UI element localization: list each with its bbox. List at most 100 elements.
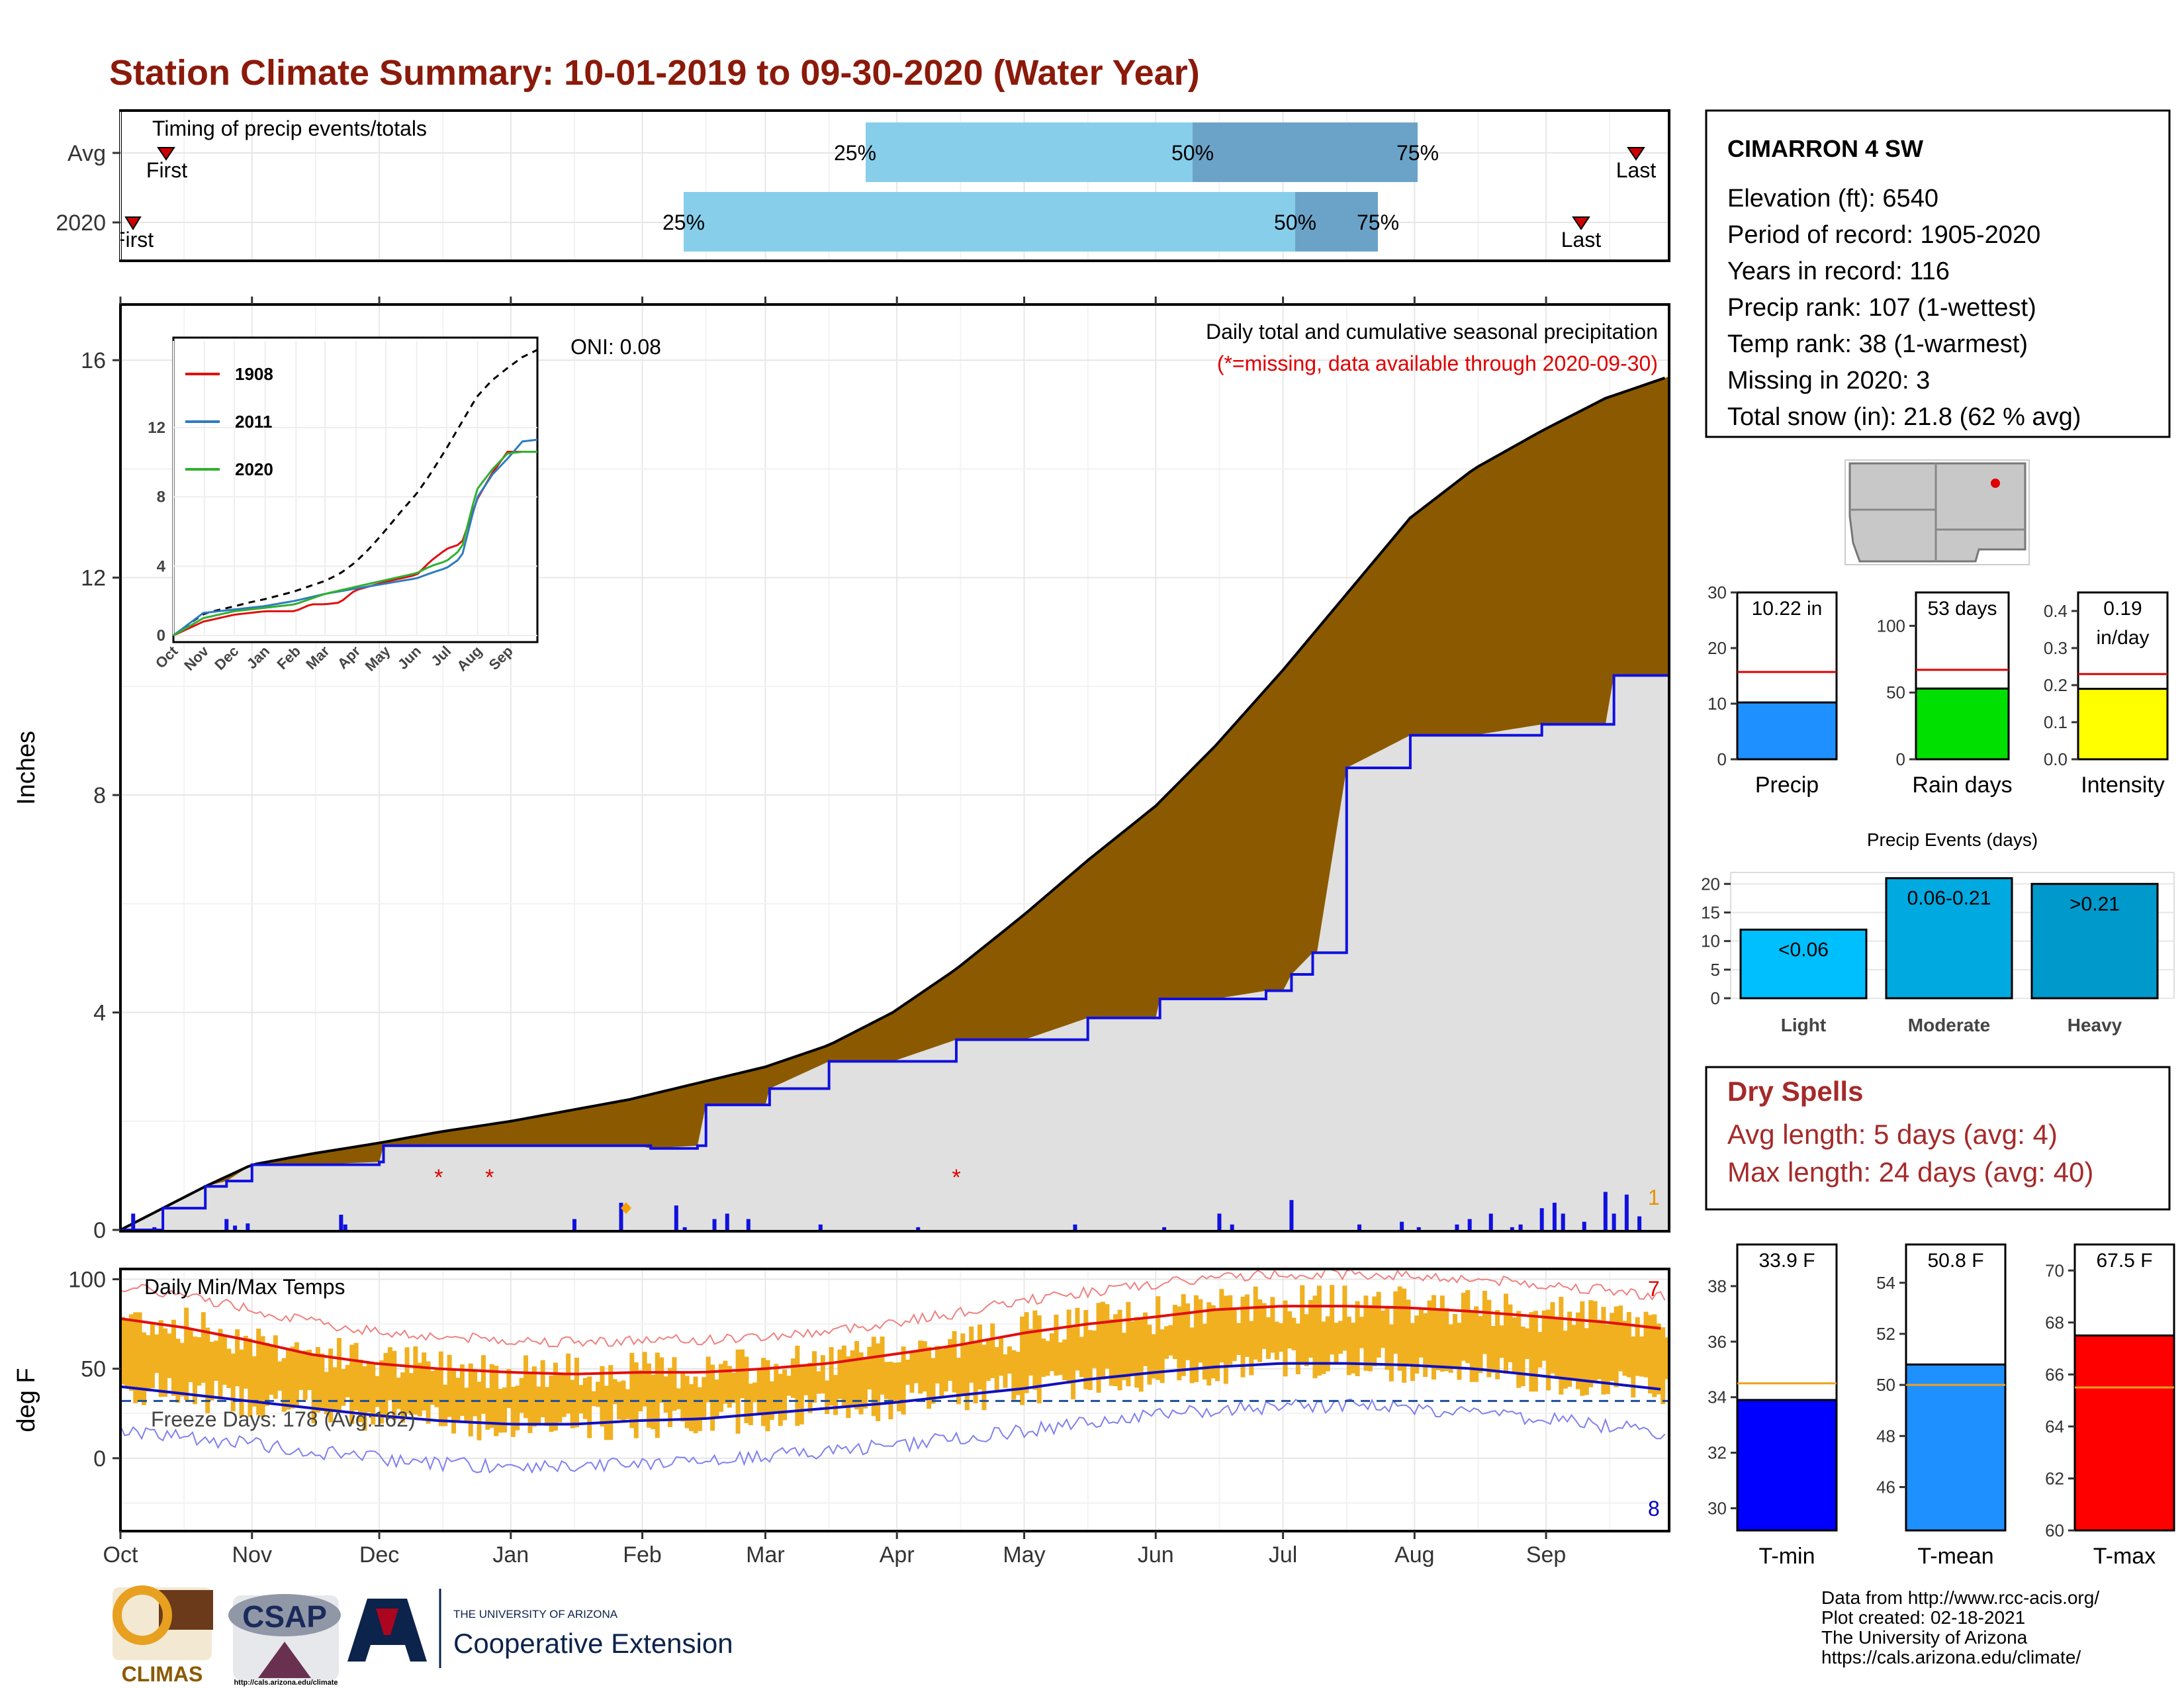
daily-precip-bar <box>572 1219 576 1230</box>
y2020-fill-area <box>120 675 1669 1230</box>
daily-temp-bar <box>557 1374 563 1423</box>
daily-temp-bar <box>1228 1295 1233 1365</box>
main-title: Daily total and cumulative seasonal prec… <box>1206 320 1658 344</box>
daily-precip-bar <box>1455 1224 1459 1230</box>
mini-ytick-label: 20 <box>1707 638 1727 658</box>
record-low-line <box>120 1398 1666 1474</box>
daily-precip-bar <box>1488 1213 1493 1230</box>
y2020-first-label: First <box>113 228 154 252</box>
daily-temp-bar <box>604 1385 609 1440</box>
daily-temp-bar <box>1618 1305 1623 1372</box>
daily-temp-bar <box>1580 1301 1585 1396</box>
daily-temp-bar <box>710 1364 715 1431</box>
daily-temp-bar <box>960 1333 966 1395</box>
daily-temp-bar <box>978 1325 983 1390</box>
daily-temp-bar <box>519 1378 524 1413</box>
inset-legend-label: 1908 <box>235 364 273 384</box>
daily-temp-bar <box>540 1360 545 1418</box>
daily-temp-bar <box>1601 1307 1606 1395</box>
daily-precip-bar <box>818 1224 823 1230</box>
month-tick-label: Dec <box>359 1542 399 1568</box>
daily-temp-bar <box>473 1371 478 1417</box>
daily-temp-bar <box>1533 1311 1538 1392</box>
daily-temp-bar <box>1283 1300 1288 1377</box>
daily-temp-bar <box>1453 1314 1458 1367</box>
daily-temp-bar <box>286 1349 291 1410</box>
station-line-6: Missing in 2020: 3 <box>1727 367 1930 395</box>
daily-temp-bar <box>1563 1331 1568 1389</box>
daily-precip-bar <box>1230 1224 1234 1230</box>
daily-temp-bar <box>315 1346 320 1413</box>
daily-temp-bar <box>485 1387 490 1430</box>
main-ytick-label: 16 <box>81 348 106 373</box>
daily-temp-bar <box>748 1383 753 1425</box>
daily-precip-bar <box>1518 1224 1523 1230</box>
daily-temp-bar <box>1597 1319 1602 1380</box>
station-line-1: Elevation (ft): 6540 <box>1727 185 1938 212</box>
daily-temp-bar <box>179 1342 185 1397</box>
mini-chart-precip-events: Precip Events (days) 0 5 10 15 20 <0.06 Light 0.… <box>1701 829 2175 1035</box>
mini-ytick-label: 64 <box>2045 1417 2064 1436</box>
daily-precip-bar <box>343 1224 347 1230</box>
events-ytick-label: 0 <box>1711 988 1720 1008</box>
daily-temp-bar <box>994 1346 999 1391</box>
daily-temp-bar <box>969 1326 974 1383</box>
daily-temp-bar <box>638 1370 643 1412</box>
daily-temp-bar <box>260 1336 265 1417</box>
missing-marker: * <box>434 1165 443 1190</box>
daily-temp-bar <box>1032 1310 1038 1390</box>
daily-precip-bar <box>674 1205 678 1230</box>
daily-temp-bar <box>163 1328 168 1397</box>
daily-temp-bar <box>1423 1313 1428 1378</box>
daily-temp-bar <box>888 1362 893 1420</box>
daily-temp-bar <box>1610 1313 1615 1381</box>
mini-chart-title: T-mean <box>1917 1544 1993 1569</box>
daily-temp-bar <box>226 1348 232 1388</box>
daily-temp-bar <box>1062 1339 1068 1380</box>
daily-temp-bar <box>561 1374 567 1417</box>
y2020-q50-label: 50% <box>1274 211 1316 234</box>
month-tick-label: Aug <box>1394 1542 1435 1568</box>
daily-temp-bar <box>1156 1296 1161 1380</box>
daily-temp-bar <box>1223 1295 1228 1384</box>
daily-temp-bar <box>799 1367 804 1425</box>
snow-marker <box>621 1202 631 1214</box>
station-line-4: Precip rank: 107 (1-wettest) <box>1727 294 2036 322</box>
daily-precip-bar <box>725 1213 729 1230</box>
daily-temp-bar <box>545 1387 550 1427</box>
inset-ytick-label: 4 <box>157 557 166 575</box>
daily-temp-bar <box>417 1362 422 1417</box>
daily-temp-bar <box>1202 1323 1207 1380</box>
mini-ytick-label: 34 <box>1707 1387 1727 1407</box>
daily-temp-bar <box>909 1350 915 1393</box>
daily-temp-bar <box>1274 1321 1279 1360</box>
events-bar-label: <0.06 <box>1778 939 1829 961</box>
daily-temp-bar <box>1151 1334 1156 1379</box>
freeze-days-label: Freeze Days: 178 (Avg:162) <box>151 1407 416 1431</box>
daily-temp-bar <box>167 1333 172 1378</box>
daily-precip-bar <box>916 1227 921 1230</box>
daily-temp-bar <box>1244 1294 1250 1357</box>
daily-temp-bar <box>1363 1295 1369 1371</box>
daily-temp-bar <box>214 1340 219 1381</box>
daily-temp-bar <box>922 1341 927 1391</box>
daily-temp-bar <box>774 1364 779 1413</box>
daily-temp-bar <box>782 1369 788 1421</box>
daily-temp-bar <box>1138 1317 1144 1392</box>
daily-temp-bar <box>786 1376 792 1396</box>
daily-temp-bar <box>251 1356 257 1407</box>
daily-temp-bar <box>502 1387 507 1433</box>
daily-temp-bar <box>1457 1323 1462 1380</box>
temp-panel: 0 50 100 deg F Daily Min/Max Temps Freeze … <box>13 1268 1670 1568</box>
ua-logo: THE UNIVERSITY OF ARIZONA Cooperative Ex… <box>347 1589 733 1668</box>
avg-q75-label: 75% <box>1396 141 1439 165</box>
temp-ytick-label: 0 <box>93 1446 106 1472</box>
mini-ytick-label: 0.4 <box>2044 601 2068 621</box>
daily-temp-bar <box>230 1353 236 1412</box>
daily-temp-bar <box>790 1358 796 1398</box>
mini-ytick-label: 0 <box>1896 749 1905 769</box>
timing-row-avg: Avg <box>68 141 106 166</box>
daily-temp-bar <box>383 1352 388 1417</box>
daily-temp-bar <box>1376 1291 1381 1358</box>
